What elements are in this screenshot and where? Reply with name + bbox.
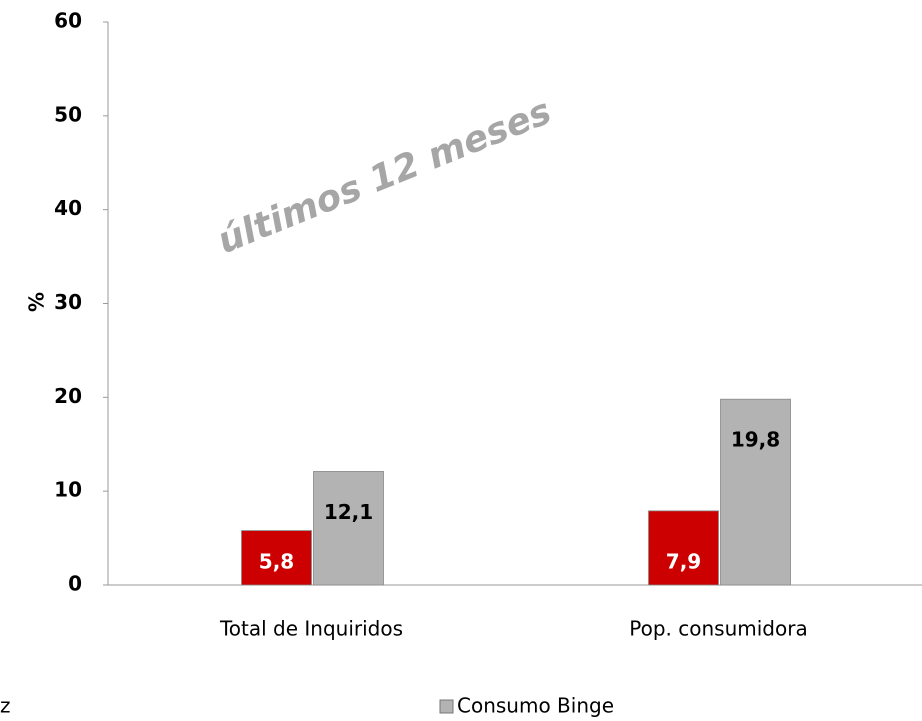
bar xyxy=(313,471,384,586)
legend-swatch xyxy=(439,699,454,714)
data-label: 19,8 xyxy=(731,428,780,452)
y-tick-label: 20 xyxy=(54,384,82,408)
data-label: 12,1 xyxy=(324,500,373,524)
bar xyxy=(241,530,312,586)
x-tick-label: Pop. consumidora xyxy=(629,617,807,641)
y-tick-label: 0 xyxy=(68,572,82,596)
data-label: 5,8 xyxy=(259,550,294,574)
bar xyxy=(648,510,719,586)
legend-label: Consumo Binge xyxy=(457,694,614,718)
y-tick-label: 10 xyxy=(54,478,82,502)
y-tick-label: 30 xyxy=(54,290,82,314)
y-tick-label: 60 xyxy=(54,9,82,33)
x-tick-label: Total de Inquiridos xyxy=(219,617,403,641)
y-axis-label: % xyxy=(25,292,49,312)
data-label: 7,9 xyxy=(666,550,701,574)
bar xyxy=(720,398,791,586)
legend-label: z xyxy=(0,694,11,718)
y-tick-label: 40 xyxy=(54,196,82,220)
annotation: últimos 12 meses xyxy=(212,91,557,262)
y-tick-label: 50 xyxy=(54,102,82,126)
